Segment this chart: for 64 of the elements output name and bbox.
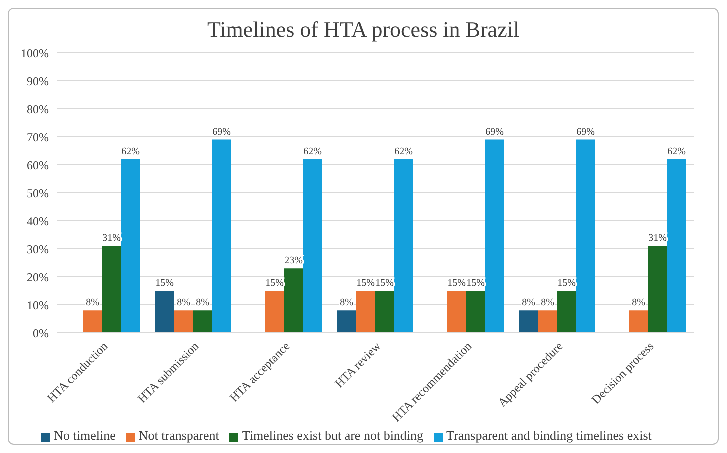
bar bbox=[667, 159, 686, 333]
legend-label: Not transparent bbox=[138, 428, 220, 443]
data-label: 8% bbox=[196, 298, 210, 309]
y-tick-label: 30% bbox=[27, 242, 49, 256]
legend-label: Transparent and binding timelines exist bbox=[446, 428, 652, 443]
bar bbox=[557, 291, 576, 333]
data-label: 15% bbox=[156, 278, 174, 289]
data-label: 8% bbox=[522, 298, 536, 309]
y-tick-label: 60% bbox=[27, 158, 49, 172]
data-label: 62% bbox=[394, 146, 413, 158]
bar bbox=[337, 310, 356, 333]
data-label: 62% bbox=[668, 146, 686, 158]
bar bbox=[265, 291, 284, 333]
bar bbox=[648, 246, 668, 333]
bar bbox=[155, 291, 174, 333]
data-label: 8% bbox=[177, 298, 190, 309]
data-label: 15% bbox=[356, 278, 375, 289]
data-label: 31% bbox=[648, 233, 667, 244]
y-tick-label: 80% bbox=[27, 102, 49, 116]
data-label: 15% bbox=[266, 278, 284, 289]
bar bbox=[519, 310, 538, 333]
bar bbox=[576, 140, 596, 333]
y-tick-label: 100% bbox=[21, 46, 49, 60]
chart-title: Timelines of HTA process in Brazil bbox=[207, 17, 520, 42]
data-label: 69% bbox=[576, 126, 595, 138]
data-label: 15% bbox=[558, 278, 576, 289]
bar bbox=[284, 268, 304, 333]
data-label: 69% bbox=[212, 126, 231, 138]
bar bbox=[394, 159, 414, 333]
y-tick-label: 20% bbox=[27, 270, 49, 284]
data-label: 62% bbox=[122, 146, 140, 158]
bar bbox=[485, 140, 504, 333]
y-tick-label: 0% bbox=[33, 326, 49, 340]
bar bbox=[629, 310, 648, 333]
data-label: 69% bbox=[486, 126, 504, 138]
data-label: 62% bbox=[304, 146, 322, 158]
y-tick-label: 90% bbox=[27, 74, 49, 88]
data-label: 8% bbox=[86, 298, 100, 309]
bar bbox=[102, 246, 122, 333]
data-label: 8% bbox=[541, 298, 554, 309]
y-tick-label: 70% bbox=[27, 130, 49, 144]
data-label: 8% bbox=[340, 298, 354, 309]
bar bbox=[538, 310, 558, 333]
data-label: 15% bbox=[448, 278, 466, 289]
bar bbox=[375, 291, 394, 333]
bar bbox=[356, 291, 376, 333]
legend-label: Timelines exist but are not binding bbox=[242, 428, 424, 443]
data-label: 15% bbox=[466, 278, 485, 289]
y-tick-label: 50% bbox=[27, 186, 49, 200]
y-tick-label: 10% bbox=[27, 298, 49, 312]
data-label: 15% bbox=[376, 278, 394, 289]
bar bbox=[193, 310, 212, 333]
bar bbox=[303, 159, 322, 333]
data-label: 31% bbox=[102, 233, 121, 244]
y-tick-label: 40% bbox=[27, 214, 49, 228]
bar bbox=[212, 140, 232, 333]
bar bbox=[121, 159, 140, 333]
bar bbox=[466, 291, 486, 333]
data-label: 8% bbox=[632, 298, 646, 309]
legend-label: No timeline bbox=[54, 428, 116, 443]
bar bbox=[174, 310, 194, 333]
bar bbox=[447, 291, 466, 333]
data-label: 23% bbox=[284, 256, 303, 267]
bar bbox=[83, 310, 102, 333]
